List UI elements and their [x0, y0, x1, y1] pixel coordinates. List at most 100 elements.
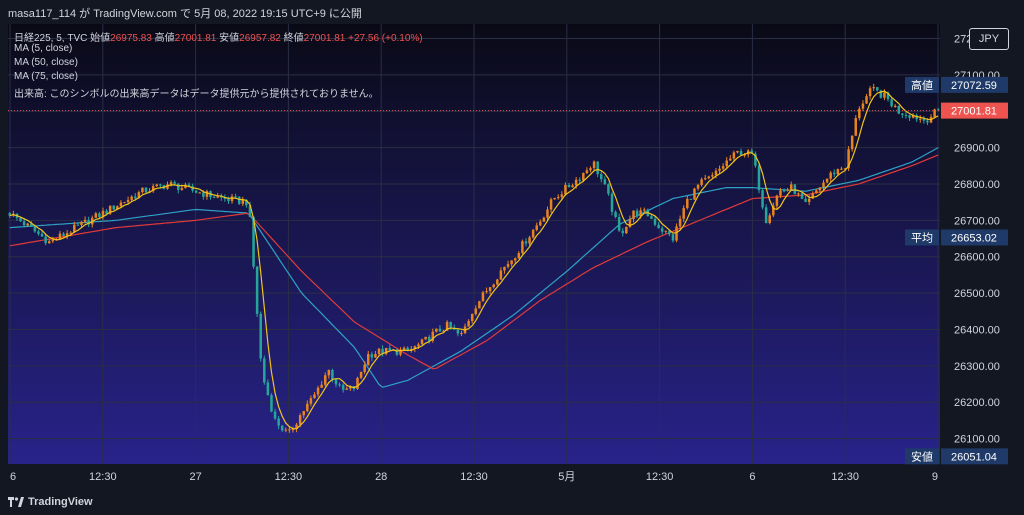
y-tick-label: 26300.00 — [954, 361, 1000, 373]
candle-body — [901, 113, 904, 115]
candle-body — [800, 193, 804, 199]
candle-body — [87, 219, 90, 225]
candle-body — [159, 184, 162, 186]
candle-body — [721, 166, 725, 169]
candle-body — [241, 199, 245, 204]
candle-body — [277, 418, 280, 426]
bottom-bar: TradingView — [0, 489, 1024, 515]
price-tag-bg — [941, 76, 1008, 93]
legend-open-value: 26975.83 — [110, 33, 152, 44]
candle-body — [822, 182, 825, 188]
candle-body — [273, 411, 277, 419]
legend-close-value: 27001.81 — [303, 33, 346, 44]
candle-body — [47, 241, 51, 244]
candle-body — [65, 233, 69, 236]
candle-body — [395, 349, 399, 355]
candle-body — [467, 320, 470, 327]
candle-body — [671, 234, 675, 241]
candle-body — [366, 354, 370, 365]
x-tick-label: 12:30 — [460, 471, 488, 483]
candle-body — [571, 185, 574, 188]
candle-body — [155, 184, 159, 187]
candle-body — [811, 193, 815, 199]
candle-body — [904, 114, 908, 116]
candle-body — [617, 217, 621, 231]
legend-ma75[interactable]: MA (75, close) — [14, 71, 78, 82]
legend-ma5[interactable]: MA (5, close) — [14, 43, 73, 54]
candle-body — [445, 322, 449, 331]
candle-body — [291, 429, 295, 431]
candle-body — [252, 216, 255, 267]
candle-body — [908, 115, 911, 118]
candle-body — [560, 194, 564, 197]
candle-body — [546, 209, 549, 218]
candle-body — [237, 196, 241, 204]
candle-body — [427, 336, 431, 341]
candle-body — [406, 347, 409, 351]
brand-name: TradingView — [28, 496, 93, 508]
candle-body — [130, 196, 133, 200]
candle-body — [474, 308, 478, 315]
candle-body — [535, 225, 538, 230]
brand[interactable]: TradingView — [8, 496, 93, 508]
candle-body — [754, 153, 757, 166]
candle-body — [313, 394, 316, 399]
candle-body — [797, 193, 800, 195]
candle-body — [825, 178, 829, 183]
x-tick-label: 27 — [189, 471, 201, 483]
candle-body — [151, 186, 155, 192]
candle-body — [660, 228, 664, 232]
legend-ma50[interactable]: MA (50, close) — [14, 57, 78, 68]
candle-body — [234, 196, 237, 198]
candle-body — [166, 184, 169, 189]
candle-body — [926, 120, 929, 123]
candle-body — [26, 223, 29, 226]
currency-button[interactable]: JPY — [969, 28, 1009, 50]
candle-body — [144, 187, 148, 193]
candle-body — [399, 349, 402, 355]
candle-body — [442, 330, 445, 332]
candle-body — [8, 213, 12, 216]
candle-body — [689, 198, 693, 200]
candle-body — [202, 192, 205, 197]
candle-body — [388, 347, 392, 351]
candle-body — [574, 179, 578, 186]
candle-body — [98, 213, 101, 218]
candle-body — [184, 184, 187, 189]
candle-body — [840, 168, 843, 170]
tradingview-logo-icon — [8, 497, 24, 507]
legend-volume-note: 出来高: このシンボルの出来高データはデータ提供元から提供されておりません。 — [14, 89, 379, 100]
price-chart[interactable]: 27200.0027100.0027000.0026900.0026800.00… — [8, 24, 1018, 489]
candle-body — [309, 398, 313, 404]
chart-area[interactable]: 27200.0027100.0027000.0026900.0026800.00… — [8, 24, 1018, 489]
legend-change: +27.56 (+0.10%) — [348, 33, 423, 44]
candle-body — [205, 191, 209, 197]
x-tick-label: 6 — [749, 471, 755, 483]
candle-body — [108, 205, 112, 214]
candle-body — [635, 210, 639, 217]
candle-body — [101, 210, 105, 218]
candle-body — [861, 103, 865, 109]
candle-body — [80, 221, 83, 225]
candle-body — [614, 211, 617, 218]
candle-body — [621, 230, 625, 234]
candle-body — [664, 230, 668, 232]
candle-body — [280, 425, 284, 431]
y-tick-label: 26900.00 — [954, 143, 1000, 155]
candle-body — [295, 424, 298, 430]
candle-body — [306, 403, 309, 412]
candle-body — [284, 429, 288, 431]
candle-body — [413, 346, 417, 349]
candle-body — [40, 233, 44, 237]
legend-symbol: 日経225, 5, TVC — [14, 33, 88, 44]
candle-body — [506, 264, 510, 267]
candle-body — [402, 347, 406, 350]
candle-body — [743, 154, 746, 156]
candle-body — [503, 266, 506, 271]
price-tag-value: 26653.02 — [951, 232, 997, 244]
candle-body — [384, 347, 388, 354]
candle-body — [643, 209, 646, 211]
candle-body — [513, 258, 517, 261]
candle-body — [639, 210, 642, 217]
candle-body — [865, 96, 868, 104]
